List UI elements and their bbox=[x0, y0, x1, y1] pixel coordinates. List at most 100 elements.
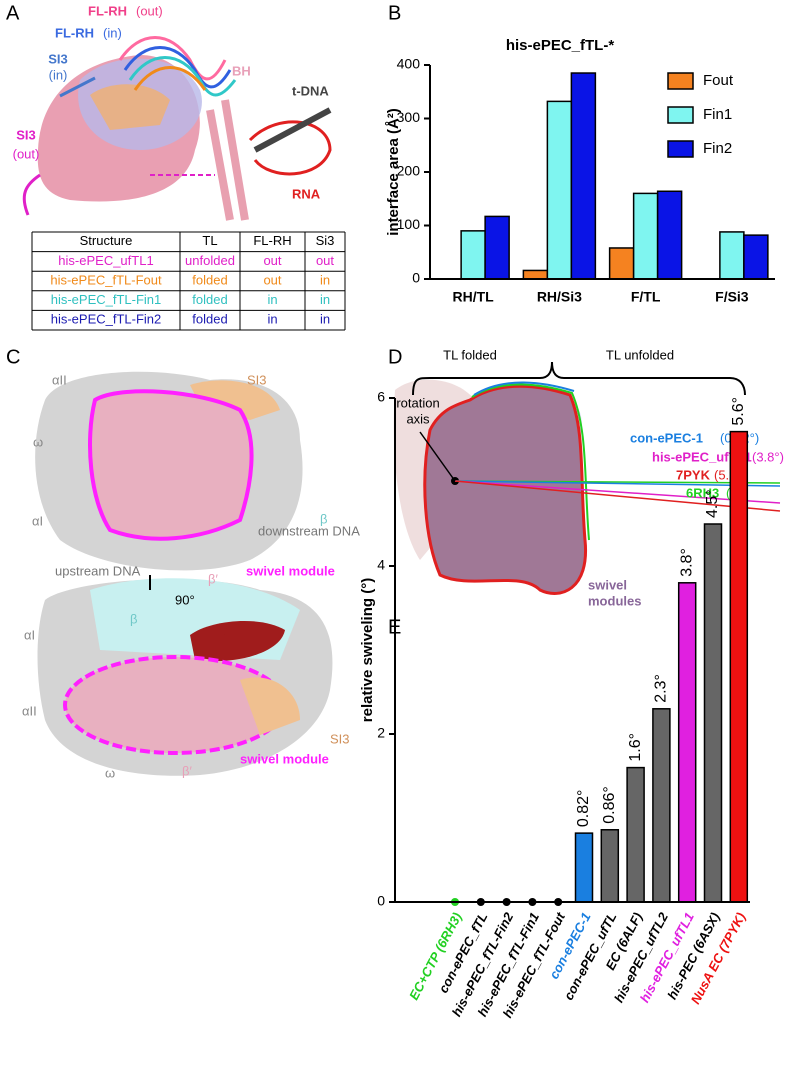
table-cell: in bbox=[320, 292, 330, 307]
annotation: his-ePEC_ufTL1 bbox=[652, 449, 752, 464]
table-cell: out bbox=[263, 272, 281, 287]
table-cell: in bbox=[267, 312, 277, 327]
bar bbox=[652, 708, 671, 903]
table-header: Si3 bbox=[316, 233, 335, 248]
legend-swatch bbox=[667, 106, 694, 124]
bar bbox=[608, 247, 635, 280]
annotation: (3.8°) bbox=[752, 449, 784, 464]
annotation: αI bbox=[24, 627, 35, 642]
y-tick-label: 0 bbox=[412, 270, 420, 286]
value-label: 2.3° bbox=[653, 674, 670, 703]
annotation: 6RH3 bbox=[686, 485, 719, 500]
y-tick-label: 0 bbox=[377, 893, 385, 909]
structure-d bbox=[393, 379, 781, 595]
legend-label: Fout bbox=[703, 72, 734, 89]
value-label: 3.8° bbox=[678, 548, 695, 577]
table: Structure TL FL-RH Si3 his-ePEC_ufTL1 unfolde… bbox=[31, 231, 346, 331]
table-cell: folded bbox=[192, 292, 227, 307]
x-tick-label: F/Si3 bbox=[715, 289, 749, 305]
panel-label: D bbox=[388, 346, 402, 368]
value-label: 5.6° bbox=[730, 397, 747, 426]
value-label: 0.82° bbox=[575, 790, 592, 828]
value-label: 1.6° bbox=[627, 733, 644, 762]
chart-title: his-ePEC_fTL-* bbox=[506, 37, 615, 54]
annotation: t-DNA bbox=[292, 83, 329, 98]
y-tick-label: 6 bbox=[377, 389, 385, 405]
panel-label: B bbox=[388, 2, 401, 24]
structure-c bbox=[35, 371, 333, 776]
bar bbox=[546, 100, 573, 280]
axis bbox=[429, 65, 775, 280]
annotation: modules bbox=[588, 593, 641, 608]
y-tick-label: 200 bbox=[397, 163, 421, 179]
annotation: 90° bbox=[175, 592, 195, 607]
table-cell: folded bbox=[192, 312, 227, 327]
annotation: (out) bbox=[13, 146, 40, 161]
annotation: (out) bbox=[136, 3, 163, 18]
legend-label: Fin1 bbox=[703, 106, 732, 123]
value-label: 4.5° bbox=[704, 489, 721, 518]
bar bbox=[677, 582, 697, 903]
bracket bbox=[412, 361, 746, 396]
annotation: β′ bbox=[208, 571, 218, 586]
table-cell: in bbox=[320, 272, 330, 287]
annotation: 7PYK bbox=[676, 467, 711, 482]
annotation: αII bbox=[22, 703, 37, 718]
y-axis-label: relative swiveling (°) bbox=[359, 578, 376, 722]
annotation: BH bbox=[232, 63, 251, 78]
annotation: SI3 bbox=[330, 731, 350, 746]
bar bbox=[570, 72, 597, 280]
annotation: FL-RH bbox=[88, 3, 127, 18]
annotation: FL-RH bbox=[55, 25, 94, 40]
table-cell: in bbox=[267, 292, 277, 307]
legend-swatch bbox=[667, 140, 694, 158]
y-tick-label: 2 bbox=[377, 725, 385, 741]
annotation: swivel bbox=[588, 577, 627, 592]
y-tick-label: 4 bbox=[377, 557, 385, 573]
x-tick-label: RH/TL bbox=[453, 289, 495, 305]
axis bbox=[394, 398, 750, 903]
annotation: αI bbox=[32, 513, 43, 528]
value-label: 0.86° bbox=[601, 786, 618, 824]
legend-swatch bbox=[667, 72, 694, 90]
annotation: ω bbox=[105, 765, 115, 780]
y-tick-label: 100 bbox=[397, 216, 421, 232]
bar bbox=[719, 231, 745, 280]
bar bbox=[632, 192, 659, 280]
table-cell: out bbox=[263, 253, 281, 268]
panel-label: A bbox=[6, 2, 20, 24]
annotation: SI3 bbox=[247, 372, 267, 387]
annotation: RH bbox=[218, 623, 237, 638]
annotation: swivel module bbox=[240, 751, 329, 766]
annotation: ω bbox=[33, 434, 43, 449]
table-cell: in bbox=[320, 312, 330, 327]
annotation: SI3 bbox=[48, 51, 68, 66]
annotation: β′ bbox=[182, 763, 192, 778]
bar bbox=[703, 523, 723, 903]
table-cell: his-ePEC_fTL-Fout bbox=[50, 272, 162, 287]
annotation: con-ePEC-1 bbox=[630, 430, 703, 445]
panel-label: C bbox=[6, 346, 20, 368]
annotation: rotation bbox=[396, 395, 439, 410]
bar bbox=[574, 832, 594, 903]
y-axis-label: interface area (Å²) bbox=[385, 108, 402, 236]
annotation: downstream DNA bbox=[258, 523, 360, 538]
bar bbox=[743, 234, 769, 280]
annotation: (in) bbox=[103, 25, 122, 40]
legend-label: Fin2 bbox=[703, 140, 732, 157]
x-tick-label: F/TL bbox=[631, 289, 661, 305]
table-cell: out bbox=[316, 253, 334, 268]
table-header: FL-RH bbox=[253, 233, 291, 248]
annotation: β bbox=[320, 511, 327, 526]
annotation: αII bbox=[52, 372, 67, 387]
annotation: upstream DNA bbox=[55, 563, 141, 578]
y-tick-label: 300 bbox=[397, 109, 421, 125]
table-cell: unfolded bbox=[185, 253, 235, 268]
bar bbox=[460, 230, 486, 280]
table-cell: folded bbox=[192, 272, 227, 287]
annotation: swivel module bbox=[246, 563, 335, 578]
bar bbox=[484, 215, 510, 280]
annotation: β bbox=[130, 611, 137, 626]
annotation: RNA bbox=[292, 186, 321, 201]
